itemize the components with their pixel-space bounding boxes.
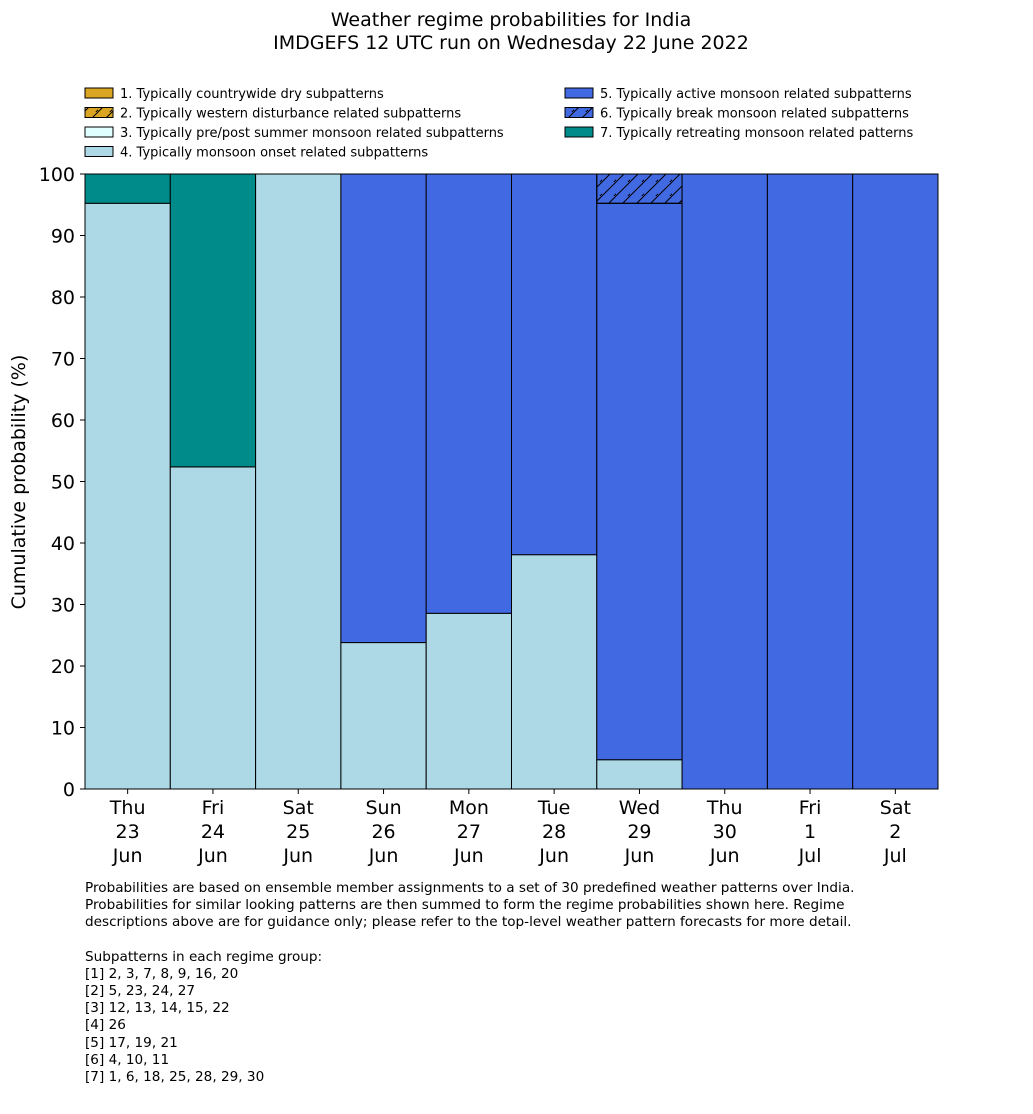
- x-tick-label: Fri: [799, 797, 822, 819]
- legend-swatch: [84, 146, 114, 157]
- y-tick-label: 30: [51, 595, 75, 617]
- y-tick-label: 100: [39, 164, 75, 186]
- x-tick-label: Jun: [709, 845, 740, 867]
- bar-segment: [340, 173, 427, 644]
- y-axis-label: Cumulative probability (%): [8, 355, 30, 610]
- group-line: [1] 2, 3, 7, 8, 9, 16, 20: [85, 965, 239, 982]
- x-tick-label: 26: [371, 821, 395, 843]
- legend-swatch-hatch: [564, 107, 594, 118]
- bar-segment: [852, 173, 939, 790]
- x-tick-label: Jul: [798, 845, 822, 867]
- legend-label: 4. Typically monsoon onset related subpa…: [120, 146, 428, 161]
- chart-title: Weather regime probabilities for India: [331, 9, 692, 31]
- x-tick-label: Mon: [449, 797, 489, 819]
- group-line: [6] 4, 10, 11: [85, 1051, 170, 1068]
- x-tick-label: 29: [627, 821, 651, 843]
- bar-segment: [169, 173, 257, 468]
- x-tick-label: Jun: [453, 845, 484, 867]
- x-tick-label: Thu: [706, 797, 743, 819]
- x-tick-label: 30: [713, 821, 737, 843]
- x-tick-label: Sun: [365, 797, 401, 819]
- x-tick-label: 25: [286, 821, 310, 843]
- x-tick-label: Jun: [538, 845, 569, 867]
- x-tick-label: 27: [457, 821, 481, 843]
- legend-label: 1. Typically countrywide dry subpatterns: [120, 87, 384, 102]
- legend-swatch: [564, 126, 594, 138]
- x-tick-label: Jun: [282, 845, 313, 867]
- y-tick-label: 40: [51, 533, 75, 555]
- notes-paragraph: Probabilities are based on ensemble memb…: [85, 880, 855, 931]
- bar-segment: [425, 173, 513, 614]
- x-tick-label: Thu: [109, 797, 146, 819]
- x-tick-label: 28: [542, 821, 566, 843]
- bar-segment: [84, 202, 171, 790]
- bar-segment: [169, 466, 257, 790]
- legend-swatch: [84, 126, 114, 138]
- x-tick-label: Tue: [537, 797, 570, 819]
- y-tick-label: 0: [63, 779, 75, 801]
- y-tick-label: 70: [51, 349, 75, 371]
- bar-segment: [681, 173, 768, 790]
- x-tick-label: Jun: [112, 845, 143, 867]
- x-tick-label: Fri: [202, 797, 225, 819]
- bar-segment: [511, 554, 598, 790]
- groups-title: Subpatterns in each regime group:: [85, 948, 323, 965]
- legend-label: 2. Typically western disturbance related…: [120, 107, 461, 122]
- x-tick-label: Jun: [624, 845, 655, 867]
- group-line: [5] 17, 19, 21: [85, 1034, 178, 1051]
- bar-segment-hatch: [596, 173, 683, 204]
- x-tick-label: 1: [804, 821, 816, 843]
- legend-label: 3. Typically pre/post summer monsoon rel…: [120, 126, 504, 141]
- y-tick-label: 90: [51, 226, 75, 248]
- x-tick-label: Jun: [197, 845, 228, 867]
- legend-label: 5. Typically active monsoon related subp…: [600, 87, 912, 102]
- y-tick-label: 20: [51, 656, 75, 678]
- notes: Probabilities are based on ensemble memb…: [85, 880, 854, 1086]
- x-tick-label: 23: [116, 821, 140, 843]
- group-line: [2] 5, 23, 24, 27: [85, 983, 196, 1000]
- legend-swatch-hatch: [84, 107, 114, 118]
- legend-label: 7. Typically retreating monsoon related …: [600, 126, 913, 141]
- y-tick-label: 10: [51, 718, 75, 740]
- group-line: [4] 26: [85, 1017, 126, 1034]
- bar-segment: [340, 642, 427, 790]
- x-tick-label: Sat: [283, 797, 314, 819]
- bar-segment: [596, 202, 683, 761]
- x-tick-label: Jun: [368, 845, 399, 867]
- x-tick-label: Sat: [880, 797, 911, 819]
- y-tick-label: 80: [51, 287, 75, 309]
- legend: 1. Typically countrywide dry subpatterns…: [84, 87, 913, 161]
- x-tick-label: 2: [889, 821, 901, 843]
- bar-segment: [766, 173, 854, 790]
- bar-segment: [596, 759, 683, 790]
- chart: Weather regime probabilities for India I…: [8, 9, 939, 867]
- group-line: [7] 1, 6, 18, 25, 28, 29, 30: [85, 1069, 265, 1086]
- legend-swatch: [84, 87, 114, 99]
- y-tick-label: 50: [51, 472, 75, 494]
- chart-subtitle: IMDGEFS 12 UTC run on Wednesday 22 June …: [273, 32, 749, 54]
- legend-swatch: [564, 87, 594, 99]
- x-tick-label: Wed: [619, 797, 660, 819]
- legend-label: 6. Typically break monsoon related subpa…: [600, 107, 909, 122]
- bar-segment: [84, 173, 171, 204]
- bar-segment: [255, 173, 342, 790]
- bar-segment: [511, 173, 598, 556]
- x-tick-label: 24: [201, 821, 225, 843]
- bar-segment: [425, 612, 513, 790]
- y-tick-label: 60: [51, 410, 75, 432]
- group-line: [3] 12, 13, 14, 15, 22: [85, 1000, 230, 1017]
- x-tick-label: Jul: [883, 845, 907, 867]
